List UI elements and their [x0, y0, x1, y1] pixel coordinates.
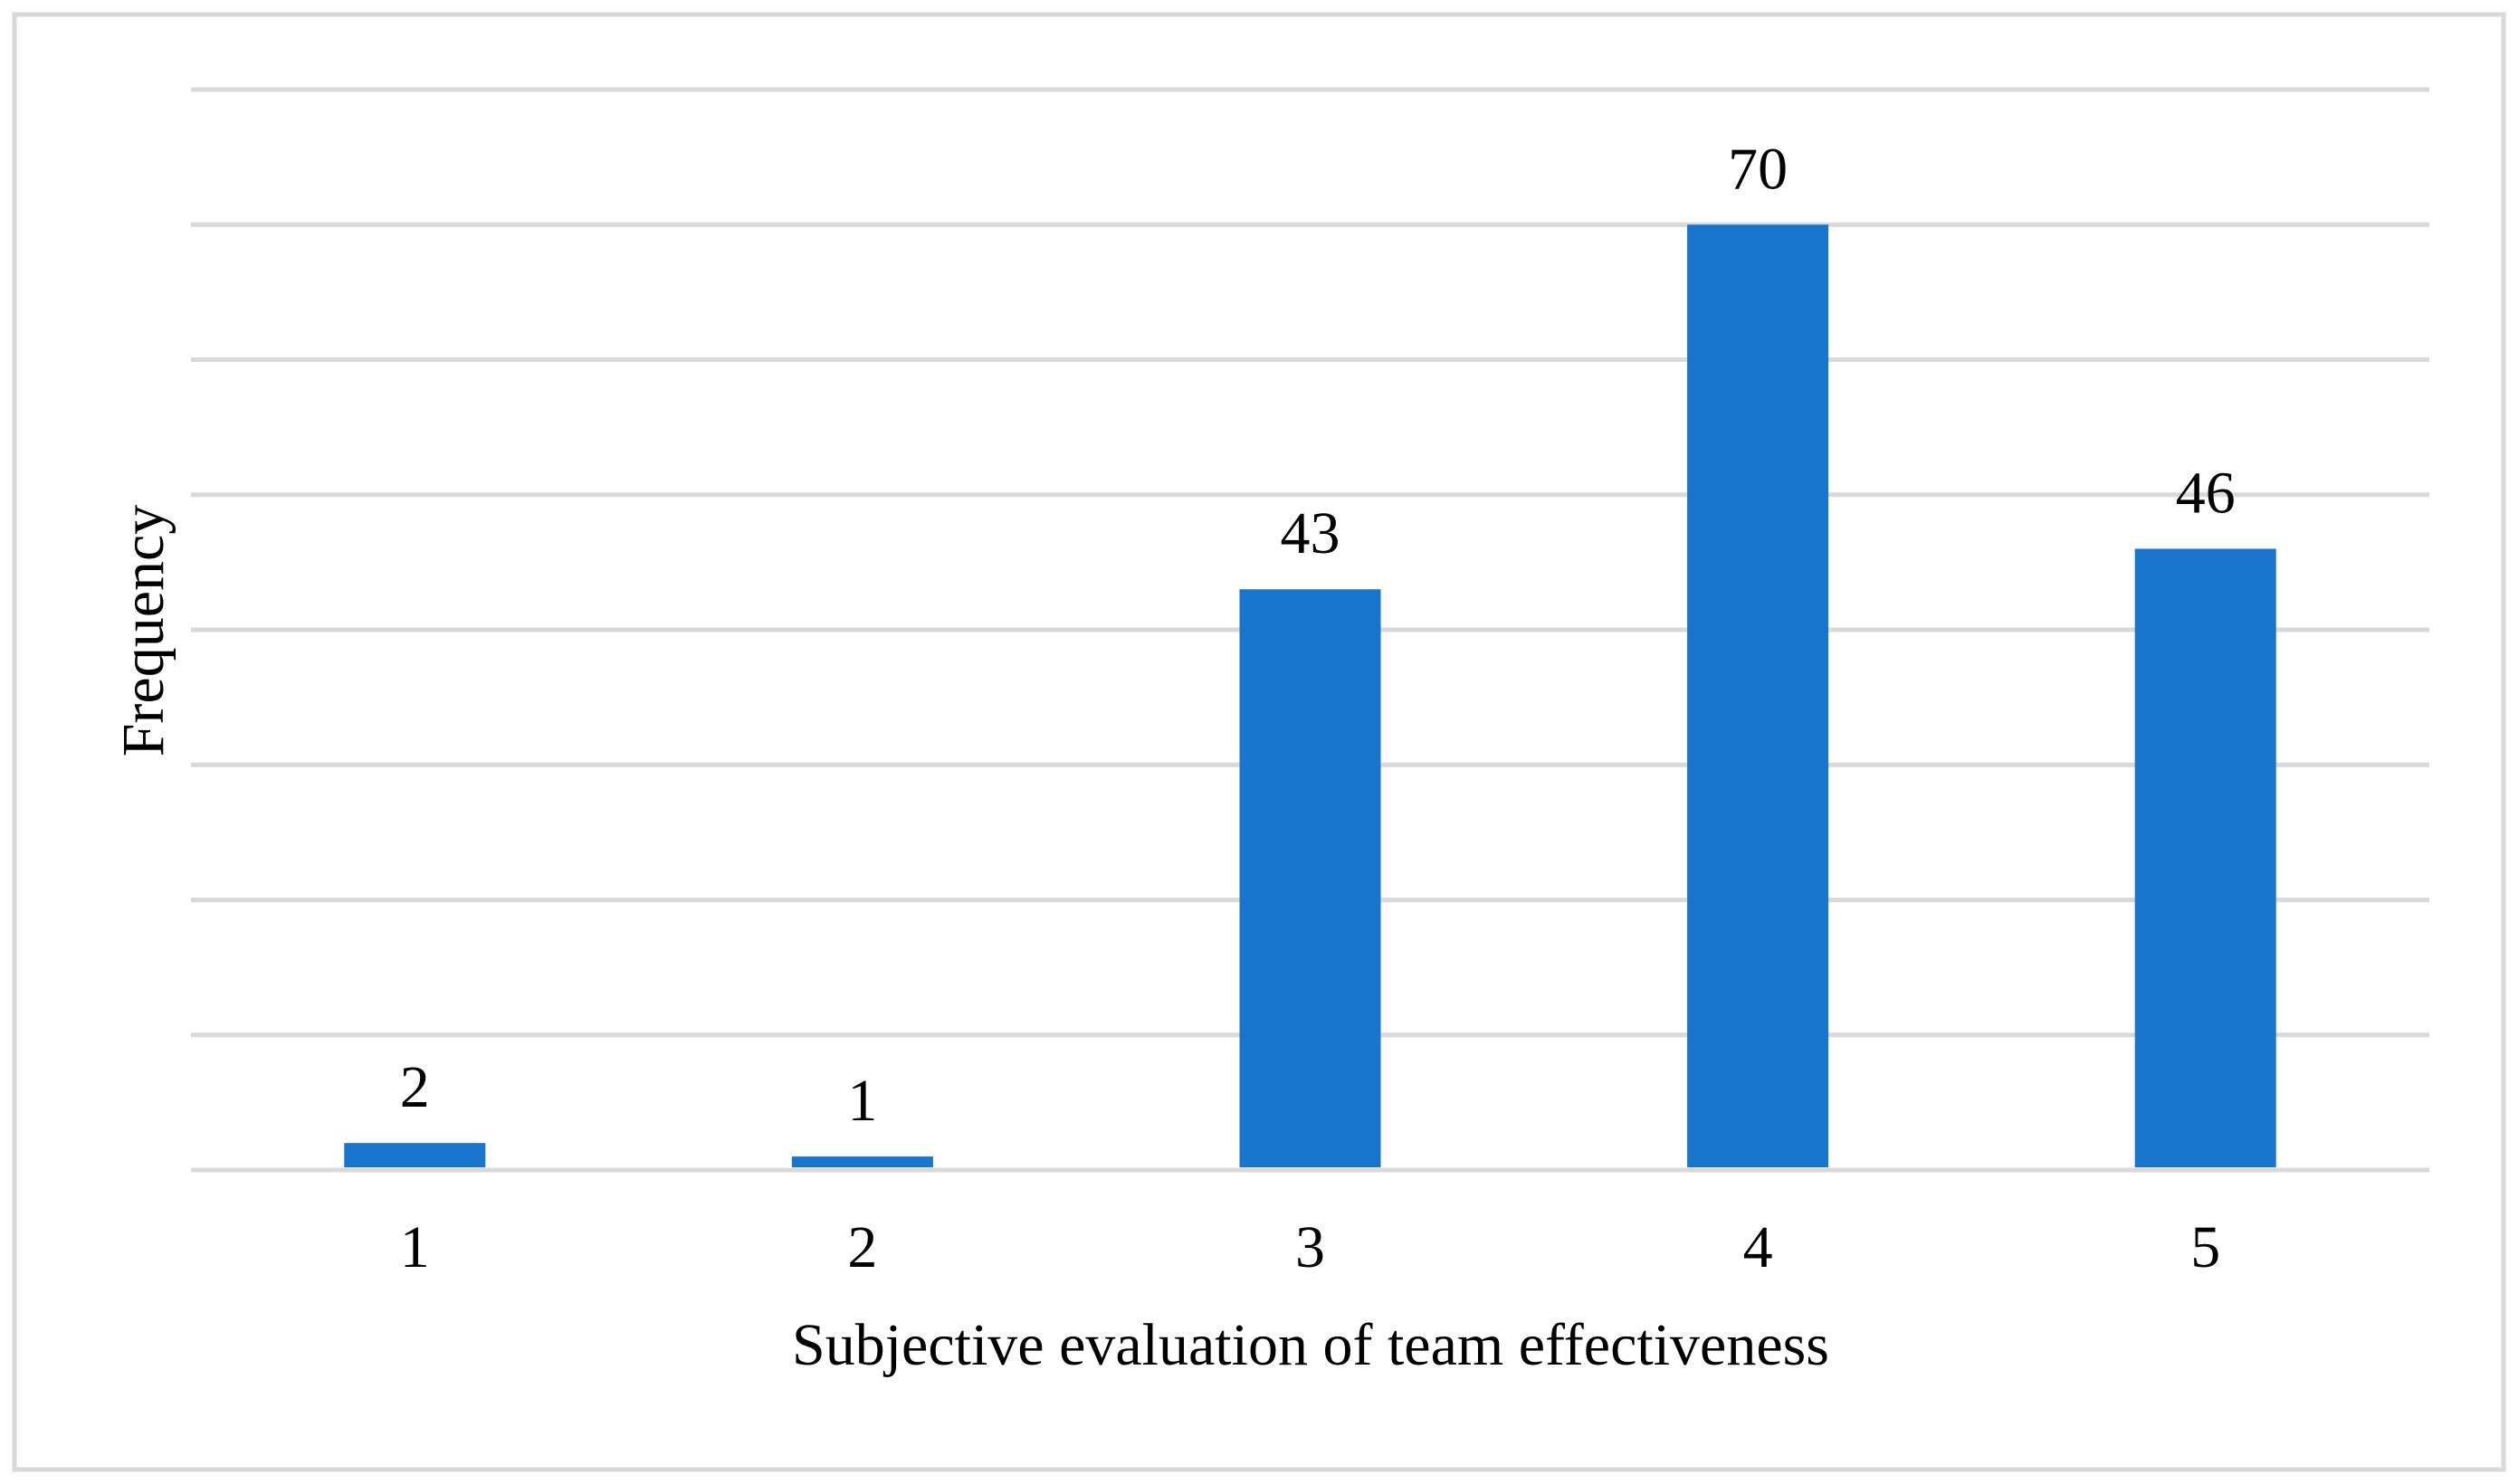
data-labels: 2 1 43 70 46: [400, 136, 2236, 1134]
x-tick-labels: 1 2 3 4 5: [400, 1214, 2220, 1280]
x-tick-label: 1: [400, 1214, 430, 1280]
data-label: 2: [400, 1054, 430, 1120]
x-tick-label: 5: [2190, 1214, 2220, 1280]
data-label: 70: [1728, 136, 1788, 202]
x-tick-label: 4: [1743, 1214, 1773, 1280]
bar: [791, 1156, 933, 1167]
bar: [1239, 589, 1381, 1167]
bar: [344, 1143, 486, 1167]
gridlines: [191, 87, 2429, 1173]
x-axis-label: Subjective evaluation of team effectiven…: [792, 1312, 1829, 1378]
data-label: 46: [2176, 460, 2236, 526]
data-label: 43: [1281, 500, 1340, 566]
bar: [1687, 224, 1829, 1167]
x-tick-label: 2: [847, 1214, 877, 1280]
bar: [2134, 548, 2276, 1167]
y-axis-label: Frequency: [110, 505, 176, 757]
x-tick-label: 3: [1295, 1214, 1325, 1280]
bars: [344, 224, 2276, 1167]
data-label: 1: [847, 1068, 877, 1134]
